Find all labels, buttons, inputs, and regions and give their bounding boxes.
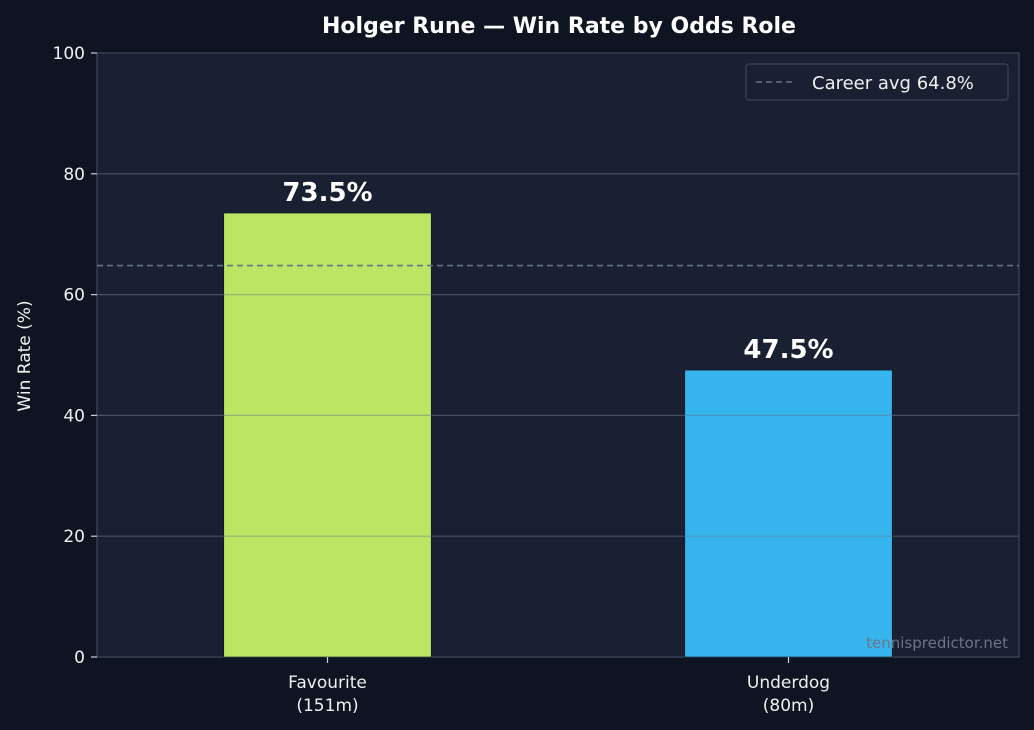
x-tick-label-favourite: Favourite (288, 673, 367, 693)
watermark: tennispredictor.net (866, 634, 1008, 652)
x-tick-label-underdog: Underdog (747, 673, 830, 693)
chart-title: Holger Rune — Win Rate by Odds Role (322, 14, 796, 39)
legend-box (745, 63, 1009, 101)
legend-label-career-avg: Career avg 64.8% (812, 73, 974, 94)
y-axis-label: Win Rate (%) (15, 300, 35, 411)
y-tick-label-60: 60 (63, 286, 85, 306)
value-labels: 73.5% 47.5% (282, 178, 833, 365)
x-tick-sublabel-underdog: (80m) (763, 696, 814, 716)
x-tick-sublabel-favourite: (151m) (296, 696, 358, 716)
bar-underdog (684, 369, 893, 658)
value-label-underdog: 47.5% (743, 335, 833, 365)
y-tick-label-100: 100 (53, 44, 85, 64)
y-tick-label-80: 80 (63, 165, 85, 185)
y-axis-ticks: 0 20 40 60 80 100 (53, 44, 97, 668)
legend: Career avg 64.8% (745, 63, 1009, 101)
y-tick-label-0: 0 (74, 648, 85, 668)
value-label-favourite: 73.5% (282, 178, 372, 208)
y-tick-label-20: 20 (63, 527, 85, 547)
y-tick-label-40: 40 (63, 406, 85, 426)
bar-favourite (223, 212, 432, 658)
bars (97, 173, 1019, 658)
x-axis-ticks: Favourite (151m) Underdog (80m) (288, 657, 830, 716)
